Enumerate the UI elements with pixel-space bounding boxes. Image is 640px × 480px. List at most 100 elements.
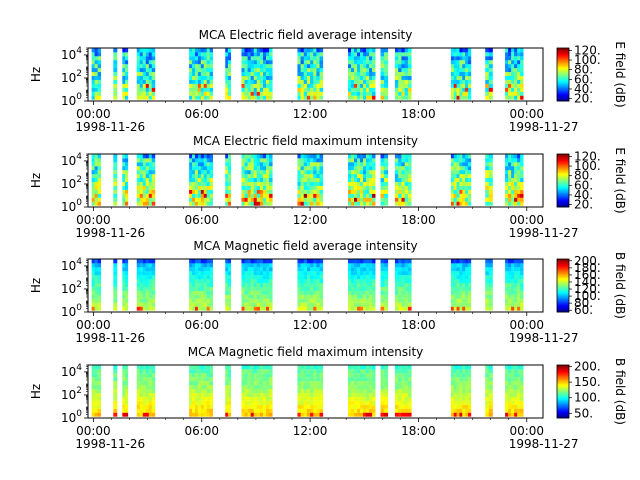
spectrogram-cell [303, 263, 308, 268]
spectrogram-cell [384, 185, 389, 190]
spectrogram-cell [313, 181, 317, 186]
spectrogram-cell [125, 87, 129, 92]
spectrogram-cell [354, 91, 358, 96]
spectrogram-cell [209, 75, 213, 80]
spectrogram-cell [398, 302, 402, 307]
spectrogram-cell [517, 91, 521, 96]
spectrogram-cell [505, 170, 509, 175]
spectrogram-cell [465, 381, 469, 386]
spectrogram-cell [97, 263, 102, 268]
spectrogram-cell [348, 365, 352, 370]
spectrogram-cell [465, 408, 469, 413]
spectrogram-cell [241, 170, 245, 175]
spectrogram-cell [256, 412, 261, 417]
spectrogram-cell [401, 174, 406, 179]
spectrogram-cell [91, 201, 96, 206]
spectrogram-cell [366, 197, 370, 202]
spectrogram-cell [269, 56, 273, 61]
spectrogram-cell [360, 197, 364, 202]
spectrogram-cell [253, 158, 258, 163]
spectrogram-cell [200, 158, 205, 163]
spectrogram-cell [508, 271, 512, 276]
spectrogram-cell [244, 294, 249, 299]
spectrogram-cell [456, 56, 460, 61]
spectrogram-cell [148, 404, 153, 409]
spectrogram-cell [209, 279, 213, 284]
colorbar-frame [556, 47, 570, 102]
spectrogram-cell [348, 189, 352, 194]
spectrogram-cell [200, 271, 205, 276]
spectrogram-cell [91, 302, 96, 307]
spectrogram-cell [203, 392, 208, 397]
spectrogram-cell [194, 404, 199, 409]
spectrogram-cell [310, 271, 314, 276]
spectrogram-cell [91, 412, 96, 417]
spectrogram-cell [404, 95, 409, 100]
spectrogram-cell [453, 52, 457, 57]
spectrogram-cell [306, 162, 311, 167]
colorbar-segment [557, 302, 569, 305]
spectrogram-cell [247, 286, 252, 291]
spectrogram-cell [200, 162, 205, 167]
spectrogram-cell [136, 381, 141, 386]
spectrogram-cell [203, 181, 208, 186]
spectrogram-cell [113, 177, 118, 183]
spectrogram-cell [139, 290, 144, 295]
spectrogram-cell [256, 170, 261, 175]
spectrogram-cell [462, 79, 466, 84]
spectrogram-cell [122, 181, 126, 186]
spectrogram-cell [319, 392, 324, 397]
spectrogram-cell [459, 193, 463, 198]
spectrogram-cell [316, 177, 320, 183]
spectrogram-cell [303, 197, 308, 202]
spectrogram-cell [266, 177, 270, 183]
spectrogram-cell [380, 263, 385, 268]
spectrogram-cell [300, 95, 305, 100]
spectrogram-cell [148, 369, 153, 374]
spectrogram-cell [485, 408, 490, 413]
spectrogram-cell [250, 75, 255, 80]
spectrogram-cell [505, 271, 509, 276]
spectrogram-cell [197, 162, 202, 167]
spectrogram-cell [192, 79, 196, 84]
colorbar-tick-label: 100. [574, 53, 601, 67]
spectrogram-cell [113, 392, 118, 397]
spectrogram-cell [259, 400, 264, 405]
spectrogram-cell [369, 185, 373, 190]
spectrogram-cell [398, 56, 402, 61]
spectrogram-cell [297, 404, 301, 409]
spectrogram-cell [91, 263, 96, 268]
spectrogram-cell [256, 290, 261, 295]
spectrogram-cell [122, 412, 126, 417]
spectrogram-cell [394, 302, 399, 307]
spectrogram-cell [462, 95, 466, 100]
spectrogram-cell [319, 170, 324, 175]
spectrogram-cell [203, 91, 208, 96]
spectrogram-cell [348, 193, 352, 198]
spectrogram-cell [256, 294, 261, 299]
spectrogram-cell [456, 279, 460, 284]
x-tick-label: 06:00 [184, 213, 219, 227]
spectrogram-cell [380, 162, 385, 167]
spectrogram-cell [306, 177, 311, 183]
spectrogram-cell [354, 185, 358, 190]
spectrogram-cell [351, 52, 355, 57]
spectrogram-cell [316, 286, 320, 291]
spectrogram-cell [300, 381, 305, 386]
spectrogram-cell [453, 174, 457, 179]
spectrogram-cell [316, 306, 320, 311]
colorbar-segment [557, 375, 569, 378]
spectrogram-cell [206, 48, 211, 53]
spectrogram-cell [366, 83, 370, 88]
spectrogram-cell [297, 170, 301, 175]
spectrogram-cell [517, 162, 521, 167]
spectrogram-cell [306, 52, 311, 57]
spectrogram-cell [517, 392, 521, 397]
spectrogram-cell [394, 189, 399, 194]
spectrogram-cell [259, 60, 264, 65]
spectrogram-cell [351, 412, 355, 417]
spectrogram-cell [247, 56, 252, 61]
spectrogram-cell [511, 154, 515, 159]
spectrogram-cell [453, 197, 457, 202]
spectrogram-cell [348, 83, 352, 88]
